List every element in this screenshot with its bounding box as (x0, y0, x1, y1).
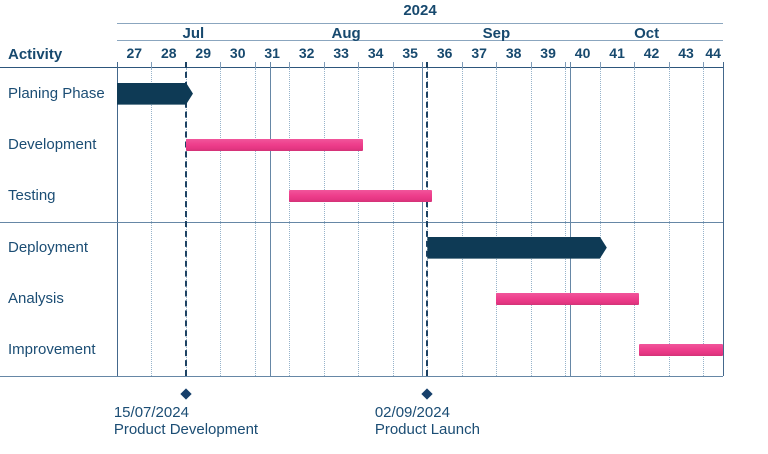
activity-label-development: Development (8, 136, 97, 153)
week-tick (565, 62, 567, 68)
week-number-35: 35 (402, 45, 418, 61)
activity-label-analysis: Analysis (8, 290, 64, 307)
milestone-dashed-line (426, 62, 429, 376)
week-tick (634, 62, 636, 68)
milestone-diamond (421, 388, 434, 400)
week-tick (289, 62, 291, 68)
gantt-bar-planing-phase (117, 83, 193, 105)
week-number-29: 29 (195, 45, 211, 61)
week-number-37: 37 (471, 45, 487, 61)
week-number-43: 43 (678, 45, 694, 61)
month-label-sep: Sep (482, 25, 511, 42)
milestone-dashed-line (184, 62, 187, 376)
week-tick (392, 62, 394, 68)
activity-label-testing: Testing (8, 187, 56, 205)
week-tick (323, 62, 325, 68)
milestone-diamond (180, 388, 192, 400)
activity-label-improvement: Improvement (8, 341, 96, 359)
milestone-label-block: 15/07/2024 Product Development (114, 404, 258, 438)
week-number-44: 44 (705, 45, 721, 61)
chart-left-edge (117, 62, 118, 376)
month-grid-line (570, 62, 572, 376)
week-number-33: 33 (333, 45, 349, 61)
week-number-41: 41 (609, 45, 625, 61)
week-tick (151, 62, 153, 68)
week-tick (703, 62, 705, 68)
week-tick (358, 62, 360, 68)
section-divider (0, 222, 723, 223)
year-title: 2024 (403, 2, 437, 19)
milestone-title: Product Launch (374, 421, 480, 438)
month-underline (117, 39, 723, 41)
activity-label-deployment: Deployment (8, 238, 89, 256)
week-tick (220, 62, 222, 68)
milestone-date: 02/09/2024 (374, 404, 450, 421)
week-tick (254, 62, 256, 68)
header-underline (0, 67, 723, 68)
week-number-39: 39 (540, 45, 556, 61)
week-number-32: 32 (298, 45, 315, 61)
activity-label-planing-phase: Planing Phase (8, 84, 105, 102)
week-tick (530, 62, 532, 68)
milestone-date: 15/07/2024 (113, 404, 189, 421)
week-tick (461, 62, 463, 68)
week-number-28: 28 (160, 45, 177, 61)
month-label-aug: Aug (331, 25, 361, 42)
milestone-title: Product Development (113, 421, 259, 438)
week-number-31: 31 (264, 45, 280, 61)
chart-bottom-line (0, 376, 723, 377)
gantt-bar-development (185, 139, 364, 151)
chart-right-edge (723, 62, 724, 376)
week-number-30: 30 (229, 45, 246, 61)
year-underline (117, 22, 723, 24)
gantt-bar-analysis (496, 293, 640, 305)
week-tick (496, 62, 498, 68)
week-tick (599, 62, 601, 68)
month-grid-line (269, 62, 271, 376)
month-grid-line (422, 62, 424, 376)
month-label-oct: Oct (634, 25, 660, 42)
week-number-34: 34 (367, 45, 384, 61)
gantt-bar-testing (289, 190, 433, 203)
week-tick (668, 62, 670, 68)
week-number-27: 27 (126, 45, 143, 61)
milestone-label-block: 02/09/2024 Product Launch (375, 404, 480, 438)
gantt-bar-deployment (427, 237, 606, 259)
activity-column-header: Activity (8, 46, 63, 63)
week-number-38: 38 (505, 45, 522, 61)
gantt-bar-improvement (639, 344, 723, 357)
week-number-42: 42 (643, 45, 660, 61)
week-number-36: 36 (436, 45, 453, 61)
month-label-jul: Jul (182, 25, 205, 42)
week-number-40: 40 (574, 45, 591, 61)
